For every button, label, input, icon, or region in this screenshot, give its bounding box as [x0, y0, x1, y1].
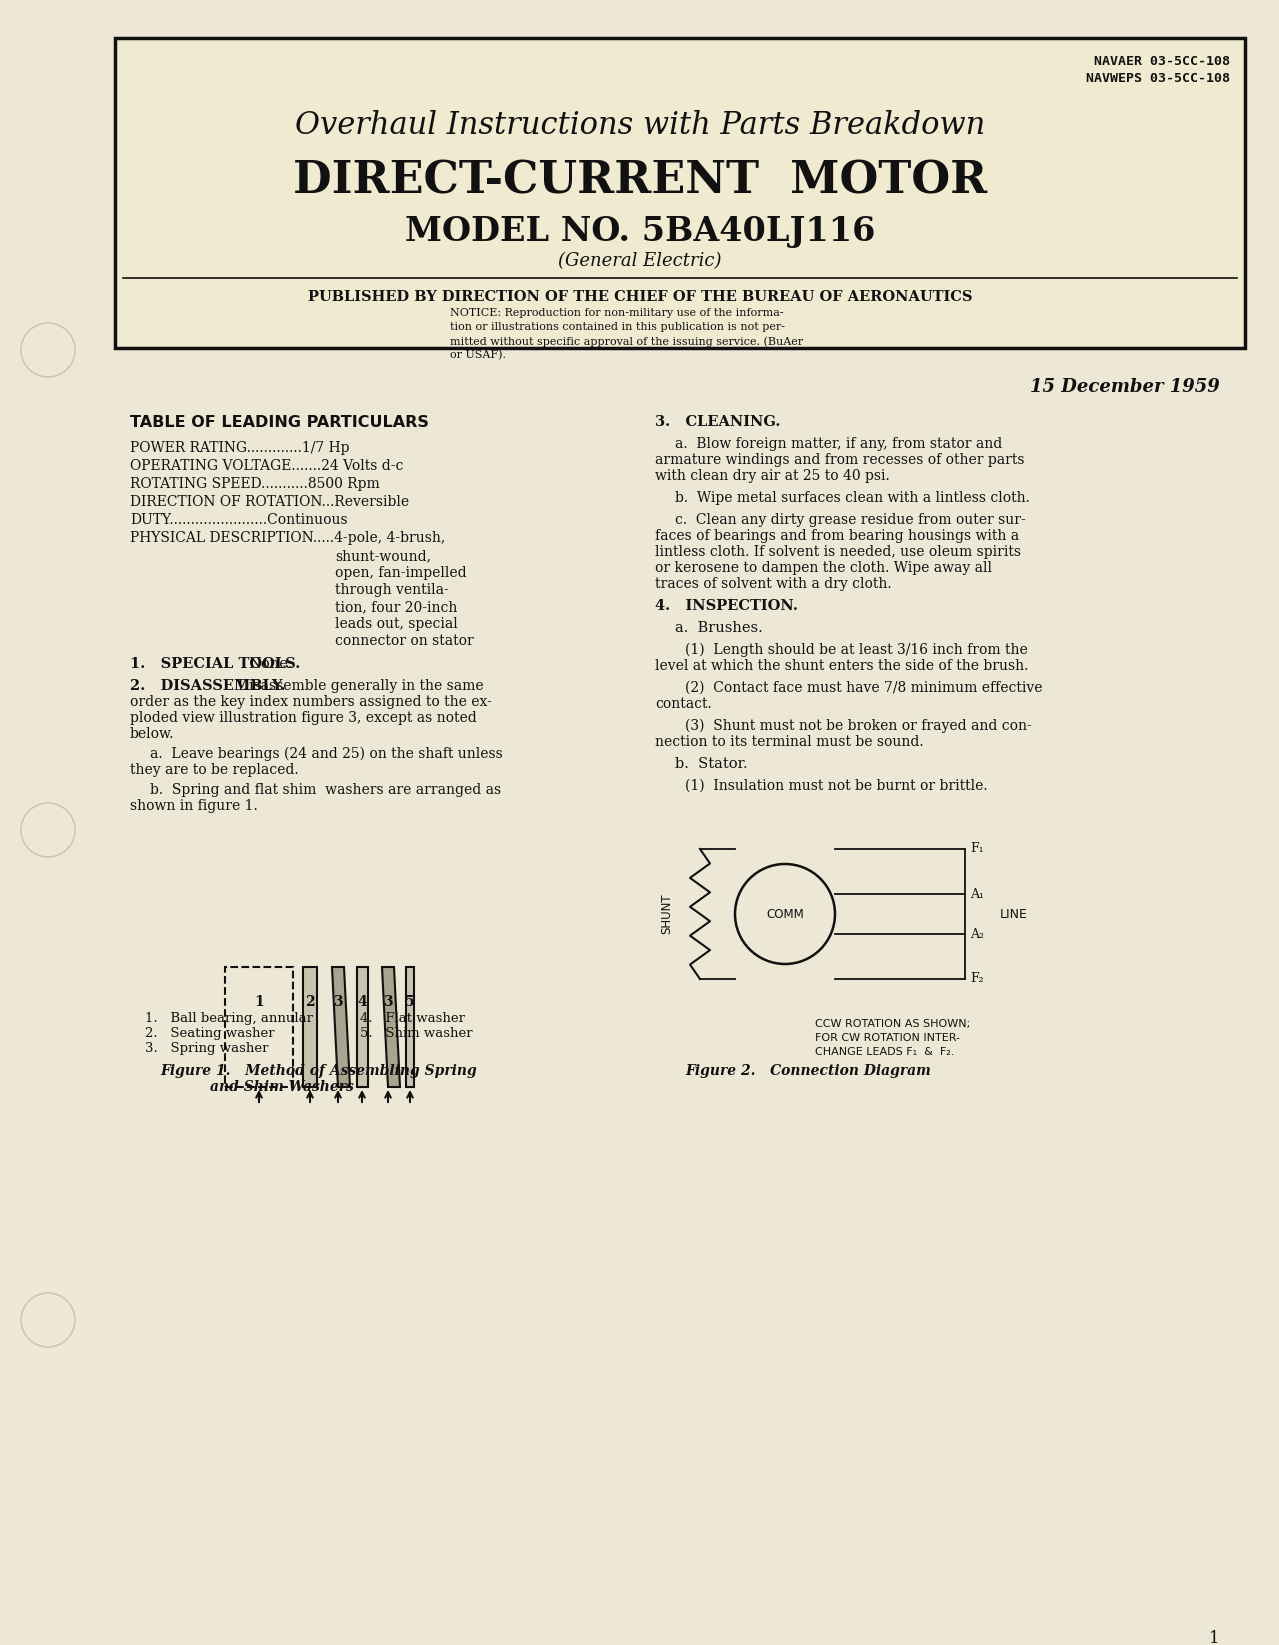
Text: A₁: A₁ — [969, 888, 984, 900]
Text: MODEL NO. 5BA40LJ116: MODEL NO. 5BA40LJ116 — [405, 215, 875, 248]
Text: through ventila-: through ventila- — [335, 582, 449, 597]
Text: armature windings and from recesses of other parts: armature windings and from recesses of o… — [655, 452, 1024, 467]
Text: faces of bearings and from bearing housings with a: faces of bearings and from bearing housi… — [655, 530, 1019, 543]
Text: or kerosene to dampen the cloth. Wipe away all: or kerosene to dampen the cloth. Wipe aw… — [655, 561, 993, 576]
Bar — [357, 967, 368, 1087]
Text: Overhaul Instructions with Parts Breakdown: Overhaul Instructions with Parts Breakdo… — [295, 110, 985, 141]
Text: they are to be replaced.: they are to be replaced. — [130, 763, 298, 776]
Text: PUBLISHED BY DIRECTION OF THE CHIEF OF THE BUREAU OF AERONAUTICS: PUBLISHED BY DIRECTION OF THE CHIEF OF T… — [308, 290, 972, 304]
Text: PHYSICAL DESCRIPTION.....4-pole, 4-brush,: PHYSICAL DESCRIPTION.....4-pole, 4-brush… — [130, 531, 445, 544]
Polygon shape — [382, 967, 400, 1087]
Text: shown in figure 1.: shown in figure 1. — [130, 799, 258, 813]
Text: lintless cloth. If solvent is needed, use oleum spirits: lintless cloth. If solvent is needed, us… — [655, 544, 1021, 559]
Text: NAVAER 03-5CC-108: NAVAER 03-5CC-108 — [1094, 54, 1230, 67]
Text: leads out, special: leads out, special — [335, 617, 458, 632]
Text: a.  Blow foreign matter, if any, from stator and: a. Blow foreign matter, if any, from sta… — [675, 438, 1003, 451]
Text: None.: None. — [248, 656, 293, 671]
Text: level at which the shunt enters the side of the brush.: level at which the shunt enters the side… — [655, 660, 1028, 673]
Text: ROTATING SPEED...........8500 Rpm: ROTATING SPEED...........8500 Rpm — [130, 477, 380, 490]
Text: A₂: A₂ — [969, 928, 984, 941]
Text: Disassemble generally in the same: Disassemble generally in the same — [238, 679, 483, 693]
Text: DIRECT-CURRENT  MOTOR: DIRECT-CURRENT MOTOR — [293, 160, 987, 202]
Text: COMM: COMM — [766, 908, 804, 921]
Text: LINE: LINE — [1000, 908, 1028, 921]
Text: shunt-wound,: shunt-wound, — [335, 549, 431, 563]
Text: POWER RATING.............1/7 Hp: POWER RATING.............1/7 Hp — [130, 441, 349, 456]
Text: 3.   CLEANING.: 3. CLEANING. — [655, 415, 780, 429]
Text: 5.   Shim washer: 5. Shim washer — [359, 1026, 473, 1040]
Text: traces of solvent with a dry cloth.: traces of solvent with a dry cloth. — [655, 577, 891, 591]
Text: 15 December 1959: 15 December 1959 — [1031, 378, 1220, 396]
Text: CCW ROTATION AS SHOWN;: CCW ROTATION AS SHOWN; — [815, 1018, 971, 1030]
Text: 1: 1 — [255, 995, 263, 1008]
Text: TABLE OF LEADING PARTICULARS: TABLE OF LEADING PARTICULARS — [130, 415, 428, 429]
Text: 4: 4 — [357, 995, 367, 1008]
Bar — [225, 967, 293, 1087]
Text: below.: below. — [130, 727, 174, 740]
Text: a.  Leave bearings (24 and 25) on the shaft unless: a. Leave bearings (24 and 25) on the sha… — [150, 747, 503, 762]
Text: 2.   Seating washer: 2. Seating washer — [145, 1026, 275, 1040]
Text: b.  Spring and flat shim  washers are arranged as: b. Spring and flat shim washers are arra… — [150, 783, 501, 796]
Text: tion, four 20-inch: tion, four 20-inch — [335, 600, 458, 614]
Bar — [405, 967, 414, 1087]
Text: (2)  Contact face must have 7/8 minimum effective: (2) Contact face must have 7/8 minimum e… — [686, 681, 1042, 694]
Circle shape — [20, 803, 75, 857]
Text: (3)  Shunt must not be broken or frayed and con-: (3) Shunt must not be broken or frayed a… — [686, 719, 1032, 734]
Text: F₂: F₂ — [969, 972, 984, 985]
Text: open, fan-impelled: open, fan-impelled — [335, 566, 467, 581]
Text: c.  Clean any dirty grease residue from outer sur-: c. Clean any dirty grease residue from o… — [675, 513, 1026, 526]
Text: 4.   INSPECTION.: 4. INSPECTION. — [655, 599, 798, 614]
Bar — [303, 967, 317, 1087]
Text: 3.   Spring washer: 3. Spring washer — [145, 1041, 269, 1054]
Text: contact.: contact. — [655, 697, 711, 711]
Text: SHUNT: SHUNT — [660, 893, 674, 934]
Text: NAVWEPS 03-5CC-108: NAVWEPS 03-5CC-108 — [1086, 72, 1230, 86]
Text: and Shim Washers: and Shim Washers — [210, 1081, 354, 1094]
Text: 1.   Ball bearing, annular: 1. Ball bearing, annular — [145, 1012, 313, 1025]
Circle shape — [20, 322, 75, 377]
Circle shape — [20, 1293, 75, 1347]
Text: with clean dry air at 25 to 40 psi.: with clean dry air at 25 to 40 psi. — [655, 469, 890, 484]
Polygon shape — [333, 967, 350, 1087]
Text: (1)  Insulation must not be burnt or brittle.: (1) Insulation must not be burnt or brit… — [686, 780, 987, 793]
Text: Figure 1.   Method of Assembling Spring: Figure 1. Method of Assembling Spring — [160, 1064, 477, 1077]
Text: ploded view illustration figure 3, except as noted: ploded view illustration figure 3, excep… — [130, 711, 477, 725]
Text: a.  Brushes.: a. Brushes. — [675, 622, 762, 635]
Text: OPERATING VOLTAGE.......24 Volts d-c: OPERATING VOLTAGE.......24 Volts d-c — [130, 459, 403, 474]
Text: (1)  Length should be at least 3/16 inch from the: (1) Length should be at least 3/16 inch … — [686, 643, 1028, 658]
Text: Figure 2.   Connection Diagram: Figure 2. Connection Diagram — [686, 1064, 931, 1077]
Text: FOR CW ROTATION INTER-: FOR CW ROTATION INTER- — [815, 1033, 961, 1043]
Text: 1: 1 — [1210, 1630, 1220, 1645]
Text: 3: 3 — [334, 995, 343, 1008]
Text: DIRECTION OF ROTATION...Reversible: DIRECTION OF ROTATION...Reversible — [130, 495, 409, 508]
FancyBboxPatch shape — [115, 38, 1244, 349]
Text: or USAF).: or USAF). — [450, 350, 506, 360]
Text: nection to its terminal must be sound.: nection to its terminal must be sound. — [655, 735, 923, 748]
Text: order as the key index numbers assigned to the ex-: order as the key index numbers assigned … — [130, 694, 492, 709]
Text: DUTY.......................Continuous: DUTY.......................Continuous — [130, 513, 348, 526]
Text: CHANGE LEADS F₁  &  F₂.: CHANGE LEADS F₁ & F₂. — [815, 1046, 954, 1058]
Text: tion or illustrations contained in this publication is not per-: tion or illustrations contained in this … — [450, 322, 785, 332]
Text: F₁: F₁ — [969, 842, 984, 855]
Text: b.  Wipe metal surfaces clean with a lintless cloth.: b. Wipe metal surfaces clean with a lint… — [675, 490, 1030, 505]
Text: b.  Stator.: b. Stator. — [675, 757, 748, 772]
Text: 4.   Flat washer: 4. Flat washer — [359, 1012, 466, 1025]
Text: connector on stator: connector on stator — [335, 633, 473, 648]
Text: (General Electric): (General Electric) — [558, 252, 721, 270]
Text: 2: 2 — [306, 995, 315, 1008]
Text: NOTICE: Reproduction for non-military use of the informa-: NOTICE: Reproduction for non-military us… — [450, 308, 784, 317]
Text: 1.   SPECIAL TOOLS.: 1. SPECIAL TOOLS. — [130, 656, 301, 671]
Text: 3: 3 — [384, 995, 393, 1008]
Text: mitted without specific approval of the issuing service. (BuAer: mitted without specific approval of the … — [450, 336, 803, 347]
Text: 5: 5 — [405, 995, 414, 1008]
Text: 2.   DISASSEMBLY.: 2. DISASSEMBLY. — [130, 679, 285, 693]
